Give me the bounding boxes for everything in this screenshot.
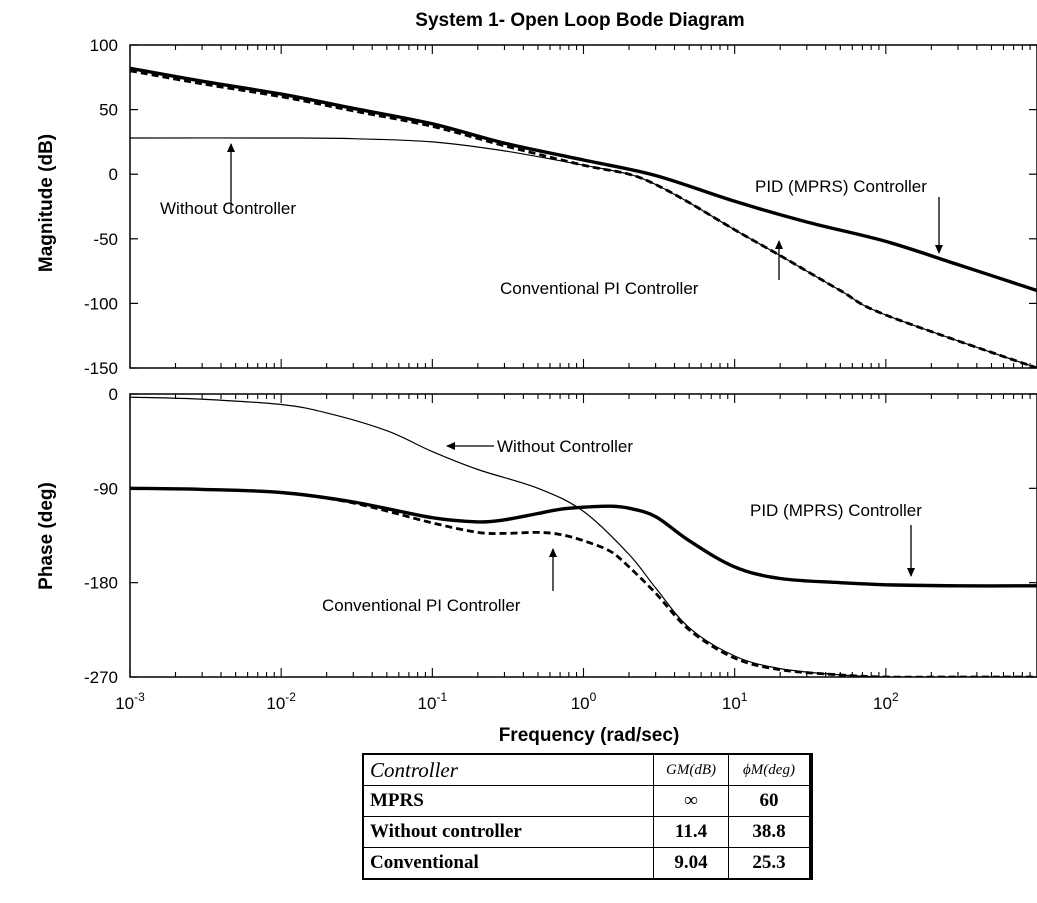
table-row: Without controller 11.4 38.8: [362, 816, 812, 848]
annotation-label: PID (MPRS) Controller: [750, 501, 922, 520]
x-tick-label: 102: [873, 690, 899, 713]
annotation-label: Conventional PI Controller: [500, 279, 699, 298]
phase-series-pid-mprs-controller: [130, 486, 1037, 588]
table-row: Conventional 9.04 25.3: [362, 847, 812, 880]
x-tick-label: 10-1: [418, 690, 448, 713]
header-gain-margin: GM(dB): [653, 753, 729, 786]
y-tick-label: -90: [93, 479, 118, 498]
annotation-label: PID (MPRS) Controller: [755, 177, 927, 196]
x-tick-label: 10-2: [266, 690, 296, 713]
table-cell: 25.3: [728, 847, 812, 880]
table-cell: Conventional: [362, 847, 654, 880]
y-tick-label: 0: [109, 385, 118, 404]
table-cell: 11.4: [653, 816, 729, 848]
table-cell: Without controller: [362, 816, 654, 848]
phase-panel: 0 -90 -180 -270 10-3 10-2 10-1 100 101 102 Without…: [84, 385, 1037, 713]
y-tick-label: -180: [84, 574, 118, 593]
header-phase-margin: ϕM(deg): [728, 753, 812, 786]
y-tick-label: -50: [93, 230, 118, 249]
table-cell: 38.8: [728, 816, 812, 848]
bode-chart: System 1- Open Loop Bode Diagram 100 50 0 -…: [36, 10, 1037, 746]
magnitude-series-without-controller: [130, 137, 1037, 368]
y-tick-label: -270: [84, 668, 118, 687]
annotation-label: Without Controller: [160, 199, 296, 218]
y-tick-label: -150: [84, 359, 118, 378]
y-tick-label: 100: [90, 36, 118, 55]
magnitude-panel: 100 50 0 -50 -100 -150 Without Controller PID (…: [84, 36, 1037, 378]
table-header-row: Controller GM(dB) ϕM(deg): [362, 753, 812, 786]
y-tick-label: 50: [99, 101, 118, 120]
magnitude-series-pid-mprs-controller: [130, 66, 1037, 293]
table-cell: 60: [728, 785, 812, 817]
header-controller: Controller: [362, 753, 654, 786]
x-tick-label: 10-3: [115, 690, 145, 713]
phase-axis-label: Phase (deg): [36, 482, 57, 590]
table-row: MPRS ∞ 60: [362, 785, 812, 817]
table-cell: MPRS: [362, 785, 654, 817]
table-cell: 9.04: [653, 847, 729, 880]
y-tick-label: -100: [84, 294, 118, 313]
magnitude-series-conventional-pi-controller: [130, 69, 1037, 368]
chart-title: System 1- Open Loop Bode Diagram: [415, 10, 744, 31]
table-cell: ∞: [653, 785, 729, 817]
x-tick-label: 101: [722, 690, 748, 713]
annotation-label: Conventional PI Controller: [322, 596, 521, 615]
annotation-label: Without Controller: [497, 437, 633, 456]
x-tick-label: 100: [571, 690, 597, 713]
frequency-axis-label: Frequency (rad/sec): [499, 725, 680, 746]
y-tick-label: 0: [109, 165, 118, 184]
stability-margins-table: Controller GM(dB) ϕM(deg) MPRS ∞ 60 With…: [362, 753, 813, 880]
magnitude-axis-label: Magnitude (dB): [36, 134, 57, 272]
